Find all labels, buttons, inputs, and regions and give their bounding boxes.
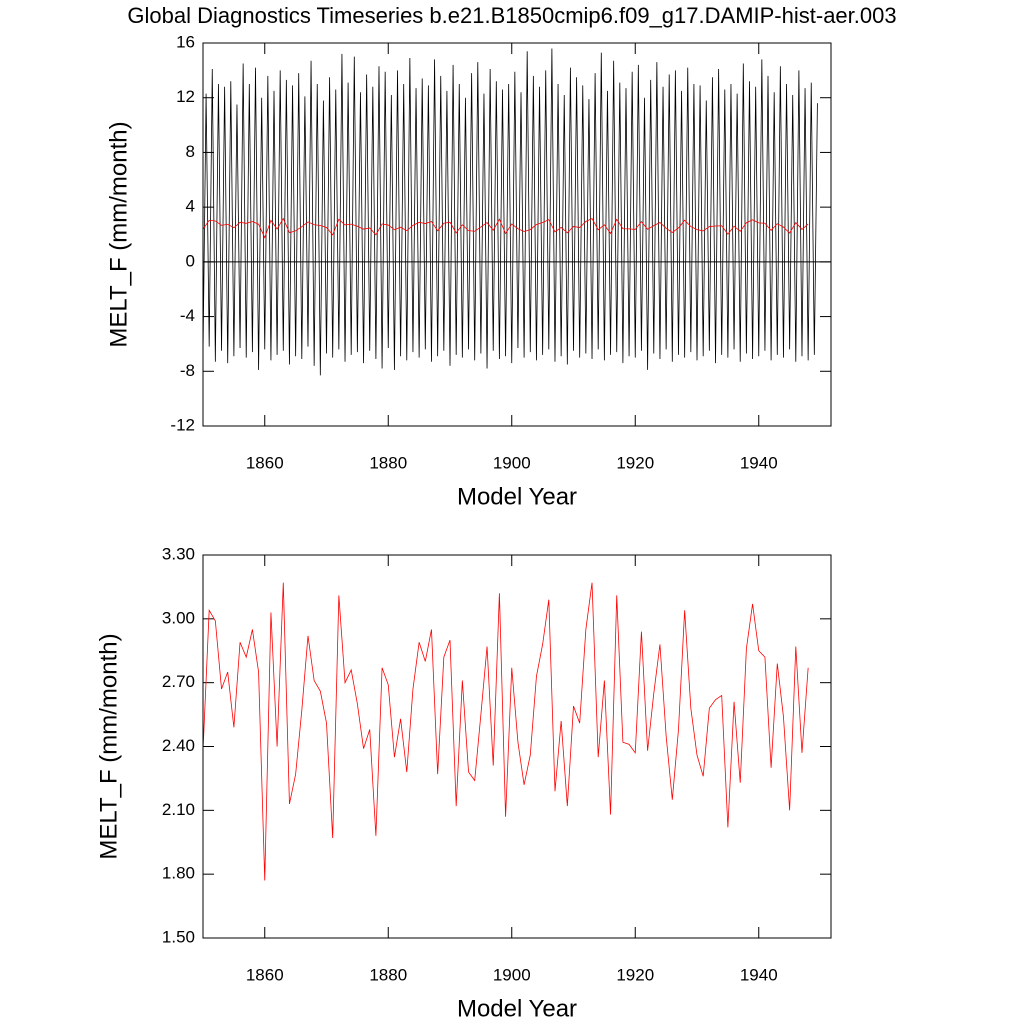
- x-tick-label: 1860: [246, 965, 284, 984]
- y-tick-label: -4: [180, 306, 195, 325]
- x-tick-label: 1880: [369, 965, 407, 984]
- y-tick-label: 8: [186, 142, 195, 161]
- y-tick-label: 4: [186, 197, 195, 216]
- x-axis-label: Model Year: [457, 995, 577, 1022]
- chart-title: Global Diagnostics Timeseries b.e21.B185…: [127, 3, 896, 28]
- y-axis-label: MELT_F (mm/month): [105, 121, 132, 347]
- x-tick-label: 1920: [616, 453, 654, 472]
- y-tick-label: -8: [180, 361, 195, 380]
- plot-frame: [202, 42, 832, 427]
- data-line: [202, 217, 809, 239]
- y-tick-label: 2.40: [162, 736, 195, 755]
- x-tick-label: 1880: [369, 453, 407, 472]
- y-tick-label: 12: [176, 87, 195, 106]
- data-line: [202, 582, 809, 881]
- y-tick-label: 1.50: [162, 927, 195, 946]
- x-tick-label: 1920: [616, 965, 654, 984]
- y-axis-label: MELT_F (mm/month): [95, 633, 122, 859]
- x-tick-label: 1940: [740, 965, 778, 984]
- plot-frame: [202, 554, 832, 939]
- y-tick-label: 1.80: [162, 864, 195, 883]
- x-tick-label: 1940: [740, 453, 778, 472]
- y-tick-label: 2.10: [162, 800, 195, 819]
- y-tick-label: 16: [176, 32, 195, 51]
- y-tick-label: 0: [186, 251, 195, 270]
- x-axis-label: Model Year: [457, 483, 577, 510]
- x-tick-label: 1900: [493, 965, 531, 984]
- x-tick-label: 1900: [493, 453, 531, 472]
- y-tick-label: -12: [170, 415, 195, 434]
- y-tick-label: 3.30: [162, 544, 195, 563]
- x-tick-label: 1860: [246, 453, 284, 472]
- data-line: [202, 48, 818, 376]
- y-tick-label: 2.70: [162, 672, 195, 691]
- y-tick-label: 3.00: [162, 608, 195, 627]
